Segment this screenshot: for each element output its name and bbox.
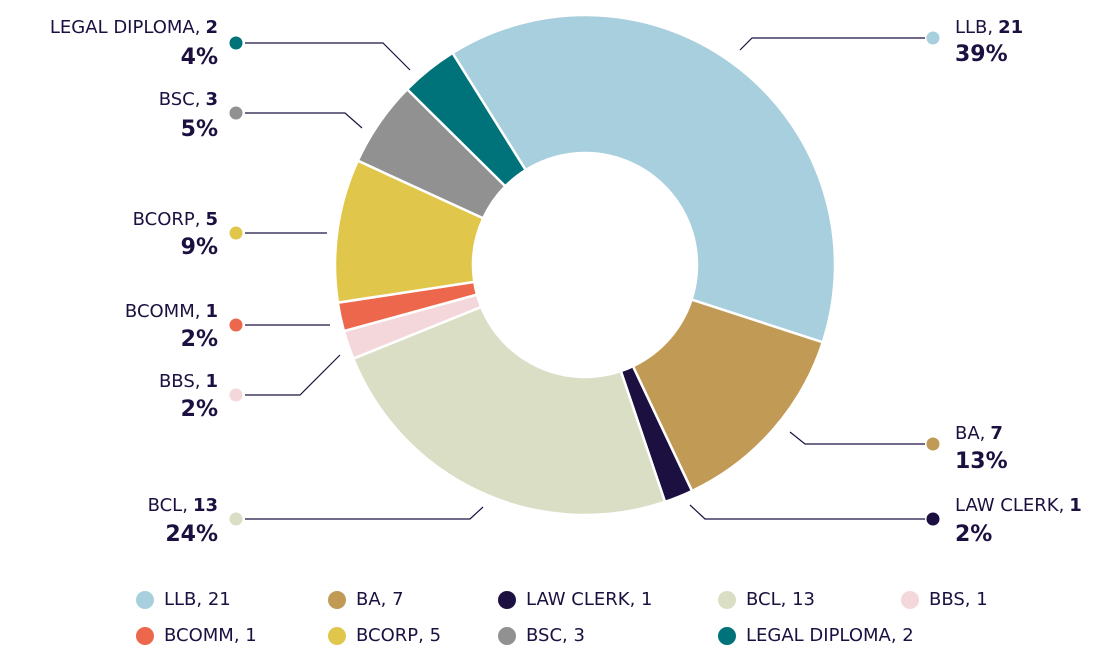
callout-line [689,504,925,520]
callout-dot [926,437,940,451]
callout-percent: 39% [955,42,1008,67]
callout-name: LEGAL DIPLOMA, [50,17,201,38]
callout-line [245,354,341,396]
callout-dot [926,31,940,45]
legend-swatch [901,591,919,609]
callout-name: LLB, [955,17,993,38]
legend-label: BSC, 3 [526,625,585,646]
legend-swatch [136,591,154,609]
callout-value: 5 [205,209,218,230]
callout-value: 13 [193,495,218,516]
callout-dot [229,106,243,120]
legend-label: BCORP, 5 [356,625,441,646]
callout-dot [229,318,243,332]
callout-label: LLB, 21 [955,17,1023,38]
callout-percent: 13% [955,449,1008,474]
legend-swatch [718,591,736,609]
callout-label: BBS, 1 [159,371,218,392]
legend-swatch [718,627,736,645]
legend-label: BCOMM, 1 [164,625,257,646]
callout-line [739,37,925,51]
legend-label: LAW CLERK, 1 [526,589,652,610]
callout-dot [229,226,243,240]
callout-name: BCOMM, [125,301,201,322]
legend-label: BA, 7 [356,589,404,610]
callout-line [245,42,411,71]
callout-label: BCL, 13 [148,495,218,516]
legend-label: BBS, 1 [929,589,988,610]
callout-dot [229,512,243,526]
callout-label: LEGAL DIPLOMA, 2 [50,17,218,38]
legend-label: LEGAL DIPLOMA, 2 [746,625,914,646]
legend-swatch [328,627,346,645]
callout-value: 3 [205,89,218,110]
legend-swatch [328,591,346,609]
legend-swatch [498,591,516,609]
callout-name: BSC, [159,89,201,110]
donut-slice [405,51,528,189]
callout-percent: 2% [181,397,218,422]
callout-dot [229,36,243,50]
callout-name: BA, [955,423,985,444]
callout-label: BA, 7 [955,423,1003,444]
callout-value: 21 [998,17,1023,38]
callout-name: BCL, [148,495,188,516]
callout-dot [229,388,243,402]
callout-label: LAW CLERK, 1 [955,495,1082,516]
donut-slice [450,13,837,344]
callout-value: 2 [205,17,218,38]
legend-swatch [498,627,516,645]
legend-swatch [136,627,154,645]
callout-percent: 9% [181,235,218,260]
legend-label: BCL, 13 [746,589,815,610]
callout-label: BCOMM, 1 [125,301,218,322]
callout-line [789,431,925,445]
callout-label: BSC, 3 [159,89,218,110]
legend-label: LLB, 21 [164,589,231,610]
callout-value: 7 [990,423,1003,444]
callout-percent: 4% [181,45,218,70]
callout-value: 1 [1069,495,1082,516]
callout-percent: 24% [165,522,218,547]
callout-label: BCORP, 5 [133,209,218,230]
callout-value: 1 [205,301,218,322]
callout-percent: 2% [181,327,218,352]
callout-name: BBS, [159,371,201,392]
callout-percent: 2% [955,522,992,547]
callout-name: BCORP, [133,209,201,230]
callout-line [245,506,484,520]
callout-percent: 5% [181,117,218,142]
callout-value: 1 [205,371,218,392]
callout-name: LAW CLERK, [955,495,1064,516]
donut-slice [631,298,825,493]
callout-dot [926,512,940,526]
callout-line [245,112,363,129]
donut-slice [351,305,667,517]
